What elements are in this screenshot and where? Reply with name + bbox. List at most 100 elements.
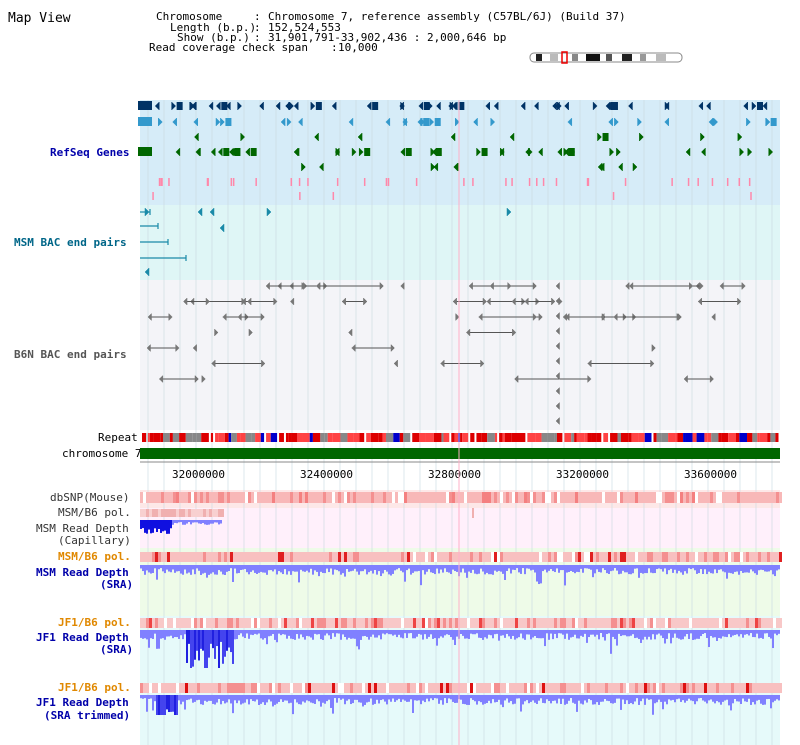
depth-bar — [486, 565, 488, 573]
depth-bar — [188, 695, 190, 700]
strand-arrow — [538, 147, 543, 157]
depth-bar — [264, 630, 266, 639]
depth-bar — [472, 695, 474, 700]
depth-bar — [488, 695, 490, 701]
repeat-segment — [266, 433, 271, 442]
strand-arrow — [418, 101, 424, 111]
pol-cell — [485, 683, 488, 693]
strand-arrow — [637, 117, 642, 127]
depth-bar — [670, 630, 672, 644]
pol-cell — [575, 618, 578, 628]
b6n-bac-track[interactable] — [146, 281, 746, 426]
depth-bar — [310, 695, 312, 703]
depth-bar — [232, 695, 234, 714]
refseq-track[interactable] — [138, 101, 777, 200]
pol-cell — [617, 618, 620, 628]
label-msm-bac[interactable]: MSM BAC end pairs — [14, 236, 127, 249]
depth-bar — [364, 565, 366, 570]
exon-block — [757, 102, 764, 110]
strand-arrow — [451, 101, 457, 111]
pol-cell — [323, 492, 326, 503]
depth-bar — [568, 565, 570, 572]
depth-bar — [552, 565, 554, 572]
depth-bar — [576, 565, 578, 572]
strand-arrow — [609, 147, 615, 157]
depth-bar — [648, 565, 650, 569]
pol-cell — [170, 552, 173, 562]
pol-cell — [182, 683, 185, 693]
chromosome-ideogram[interactable] — [529, 51, 683, 64]
strand-arrow — [500, 147, 505, 157]
depth-bar — [186, 520, 188, 524]
depth-bar — [702, 630, 704, 634]
depth-bar — [722, 695, 724, 702]
msm-bac-track[interactable] — [140, 207, 512, 277]
pol-cell — [551, 552, 554, 562]
pol-cell — [422, 683, 425, 693]
strand-arrow — [208, 101, 214, 111]
depth-bar — [412, 695, 414, 713]
depth-bar — [336, 630, 338, 634]
depth-bar — [480, 695, 482, 703]
depth-bar — [432, 630, 434, 639]
pol-cell — [191, 509, 194, 517]
pol-cell — [248, 552, 251, 562]
pol-cell — [638, 492, 641, 503]
depth-bar — [170, 695, 172, 712]
exon-block — [481, 148, 488, 156]
pol-cell — [758, 492, 761, 503]
refseq-tick — [363, 178, 366, 186]
depth-bar — [144, 520, 146, 533]
pol-cell — [233, 492, 236, 503]
pol-cell — [383, 552, 386, 562]
depth-bar — [234, 565, 236, 569]
label-refseq-genes[interactable]: RefSeq Genes — [50, 146, 129, 159]
pol-cell — [602, 618, 605, 628]
strand-arrow — [158, 117, 163, 127]
label-b6n-bac[interactable]: B6N BAC end pairs — [14, 348, 127, 361]
refseq-tick — [536, 178, 538, 186]
pol-cell — [740, 683, 743, 693]
depth-bar — [370, 565, 372, 571]
label-msm-capillary: MSM Read Depth — [36, 522, 129, 535]
depth-bar — [282, 565, 284, 575]
depth-bar — [772, 630, 774, 649]
repeat-segment — [711, 433, 719, 442]
depth-bar — [362, 630, 364, 637]
pol-cell — [428, 618, 431, 628]
depth-bar — [698, 630, 700, 639]
depth-bar — [592, 565, 594, 578]
depth-bar — [306, 695, 308, 701]
strand-arrow — [468, 281, 473, 291]
strand-arrow — [557, 101, 562, 111]
depth-bar — [592, 630, 594, 635]
depth-bar — [312, 565, 314, 575]
strand-arrow — [209, 207, 215, 217]
depth-bar — [280, 565, 282, 573]
pol-cell — [737, 618, 740, 628]
repeat-segment — [718, 433, 722, 442]
depth-bar — [358, 630, 360, 650]
depth-bar — [356, 565, 358, 572]
pol-cell — [491, 618, 494, 628]
pol-cell — [146, 683, 149, 693]
depth-bar — [764, 565, 766, 572]
depth-bar — [278, 695, 280, 702]
position-axis: 32000000 32400000 32800000 33200000 3360… — [140, 461, 780, 481]
pol-cell — [740, 492, 743, 503]
strand-arrow — [240, 132, 246, 142]
depth-bar — [322, 565, 324, 573]
depth-bar — [372, 565, 374, 574]
pol-cell — [308, 618, 311, 628]
strand-arrow — [538, 312, 543, 322]
pol-cell — [230, 552, 233, 562]
depth-bar — [148, 695, 150, 699]
pol-cell — [542, 683, 545, 693]
depth-bar — [652, 630, 654, 635]
pol-cell — [434, 492, 437, 503]
pol-cell — [401, 552, 404, 562]
depth-bar — [722, 630, 724, 637]
depth-bar — [174, 565, 176, 573]
strand-arrow — [564, 147, 569, 157]
pol-cell — [668, 492, 671, 503]
